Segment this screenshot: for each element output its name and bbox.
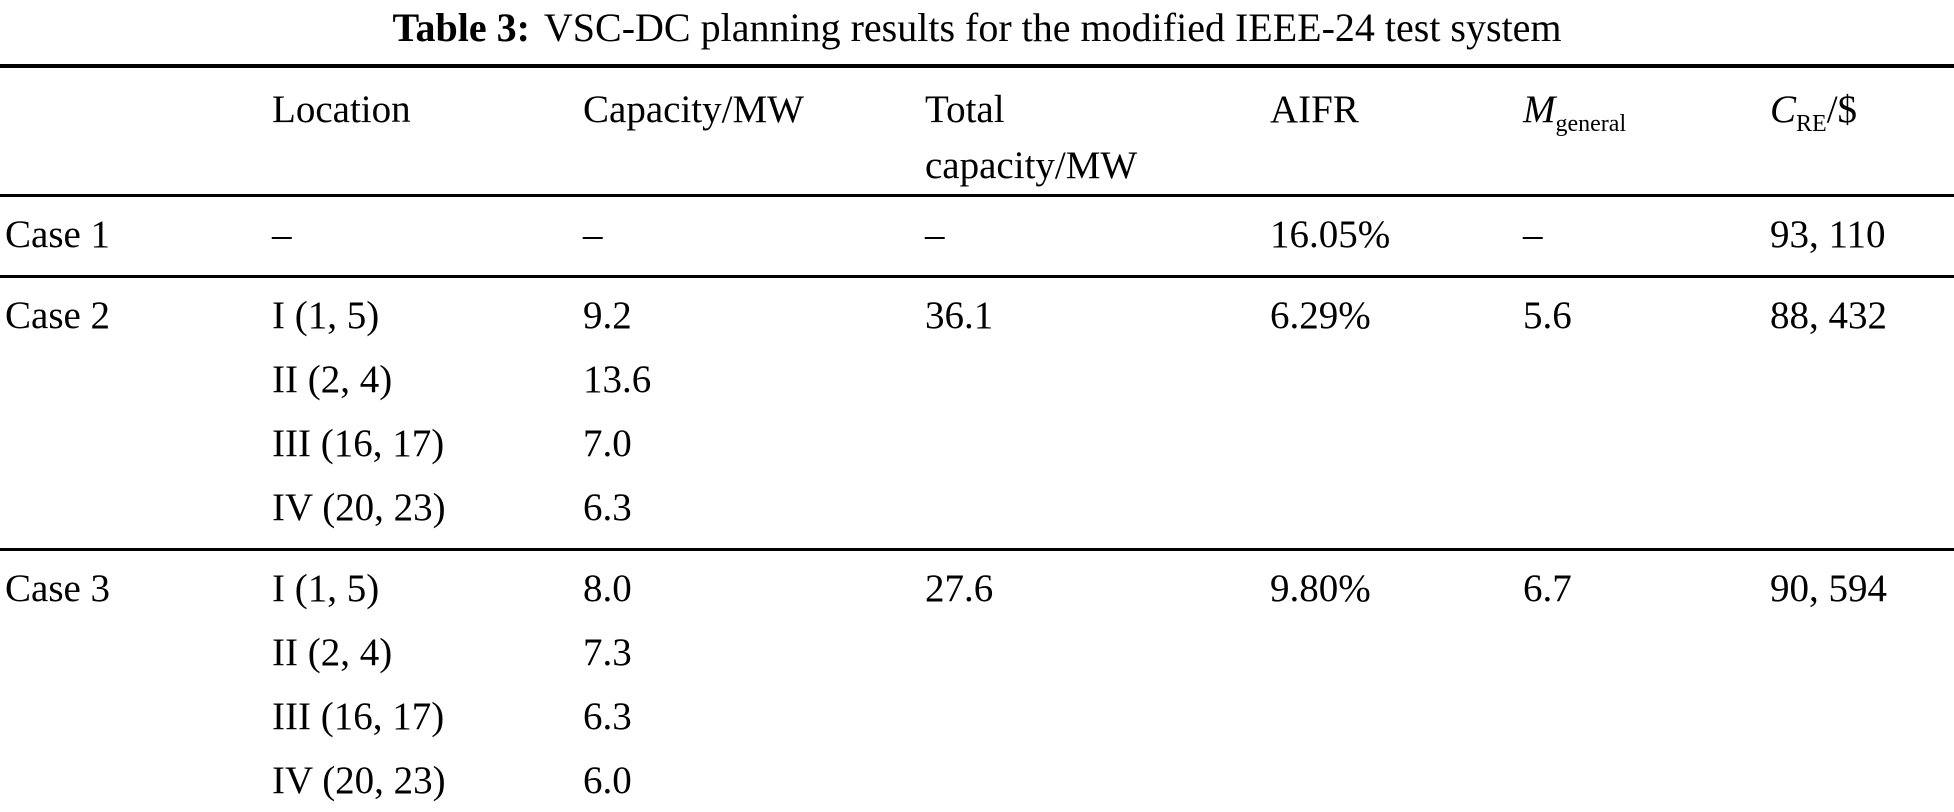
cell-total-capacity: 36.1	[925, 294, 994, 337]
table-caption-label: Table 3:	[392, 5, 530, 50]
m-subscript: general	[1555, 111, 1627, 137]
cell-m-general: –	[1523, 213, 1543, 256]
header-m-general: Mgeneral	[1523, 82, 1770, 194]
capacity-line: 6.3	[583, 695, 632, 738]
location-line: IV (20, 23)	[272, 759, 446, 802]
header-location: Location	[272, 88, 411, 131]
results-table: Location Capacity/MW Total capacity/MW A…	[0, 64, 1954, 812]
location-line: I (1, 5)	[272, 567, 380, 610]
capacity-line: 6.3	[583, 486, 632, 529]
cell-case-label: Case 1	[5, 213, 111, 256]
location-line: II (2, 4)	[272, 631, 393, 674]
cell-location: I (1, 5) II (2, 4) III (16, 17) IV (20, 23)	[272, 557, 583, 812]
cell-capacity: 9.2 13.6 7.0 6.3	[583, 284, 925, 540]
cell-m-general: 5.6	[1523, 294, 1572, 337]
table-row: Case 2 I (1, 5) II (2, 4) III (16, 17) IV (2…	[0, 275, 1954, 548]
location-line: –	[272, 213, 292, 256]
header-total-capacity: Total capacity/MW	[925, 88, 1138, 187]
cell-location: –	[272, 203, 583, 267]
capacity-line: 13.6	[583, 358, 652, 401]
location-line: IV (20, 23)	[272, 486, 446, 529]
cell-c-re: 88, 432	[1770, 294, 1887, 337]
m-symbol: M	[1523, 88, 1556, 131]
location-line: II (2, 4)	[272, 358, 393, 401]
cell-case-label: Case 2	[5, 294, 111, 337]
capacity-line: 9.2	[583, 294, 632, 337]
capacity-line: –	[583, 213, 603, 256]
capacity-line: 6.0	[583, 759, 632, 802]
location-line: III (16, 17)	[272, 695, 445, 738]
capacity-line: 8.0	[583, 567, 632, 610]
capacity-line: 7.3	[583, 631, 632, 674]
header-aifr: AIFR	[1270, 88, 1359, 131]
cell-aifr: 16.05%	[1270, 213, 1391, 256]
c-subscript: RE	[1796, 111, 1827, 137]
cell-capacity: 8.0 7.3 6.3 6.0	[583, 557, 925, 812]
capacity-line: 7.0	[583, 422, 632, 465]
cell-aifr: 9.80%	[1270, 567, 1371, 610]
table-row: Case 3 I (1, 5) II (2, 4) III (16, 17) IV (2…	[0, 548, 1954, 812]
cell-m-general: 6.7	[1523, 567, 1572, 610]
header-capacity: Capacity/MW	[583, 88, 804, 131]
location-line: I (1, 5)	[272, 294, 380, 337]
table-header-row: Location Capacity/MW Total capacity/MW A…	[0, 68, 1954, 197]
cell-case-label: Case 3	[5, 567, 111, 610]
cell-total-capacity: –	[925, 213, 945, 256]
table-row: Case 1 – – – 16.05% – 93, 110	[0, 197, 1954, 275]
cell-c-re: 90, 594	[1770, 567, 1887, 610]
table-caption-text: VSC-DC planning results for the modified…	[543, 5, 1562, 50]
cell-location: I (1, 5) II (2, 4) III (16, 17) IV (20, 23)	[272, 284, 583, 540]
c-symbol: C	[1770, 88, 1797, 131]
table-caption: Table 3: VSC-DC planning results for the …	[0, 0, 1954, 64]
header-case	[0, 82, 272, 194]
c-suffix: /$	[1826, 88, 1858, 131]
header-c-re: CRE/$	[1770, 82, 1954, 194]
location-line: III (16, 17)	[272, 422, 445, 465]
cell-c-re: 93, 110	[1770, 213, 1886, 256]
cell-total-capacity: 27.6	[925, 567, 994, 610]
cell-aifr: 6.29%	[1270, 294, 1371, 337]
cell-capacity: –	[583, 203, 925, 267]
table-body: Case 1 – – – 16.05% – 93, 110 Case 2 I (1, 5) II …	[0, 197, 1954, 812]
